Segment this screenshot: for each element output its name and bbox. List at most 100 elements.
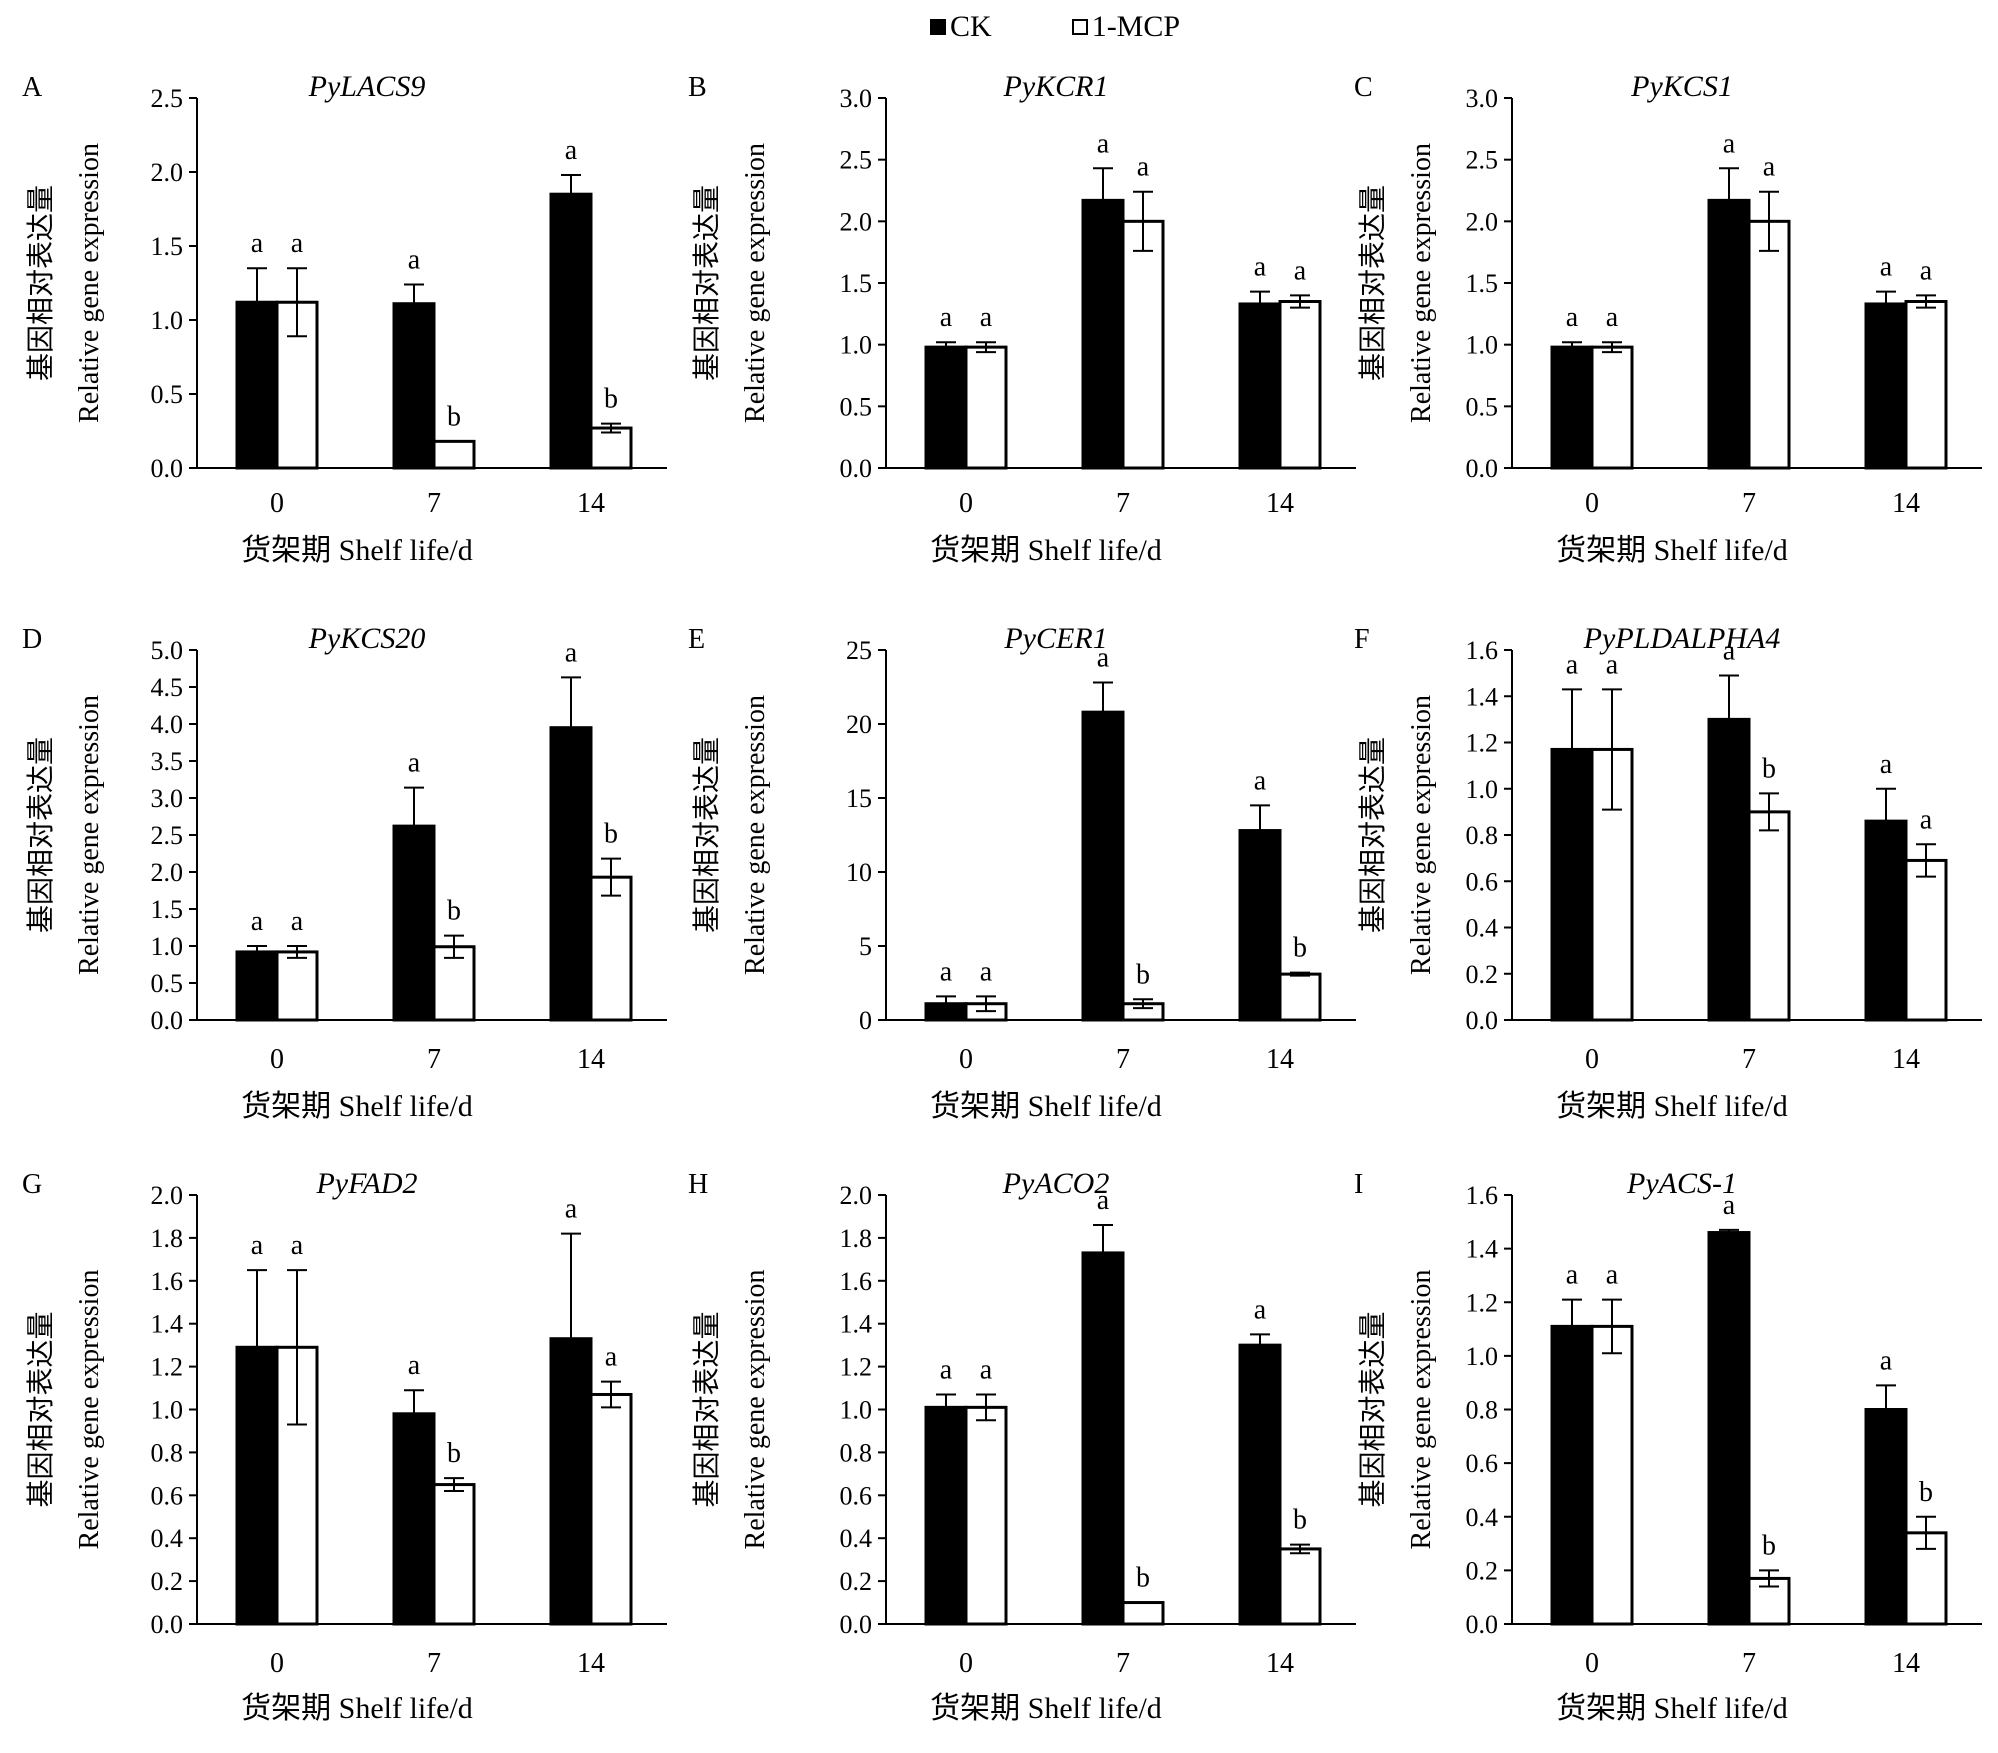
x-tick-label: 7 [427, 488, 441, 519]
bar-1mcp-7 [1747, 810, 1791, 1022]
x-axis-label: 货架期 Shelf life/d [241, 1090, 473, 1123]
y-tick-label: 25 [846, 636, 872, 665]
significance-letter: a [1723, 635, 1736, 666]
y-tick-label: 0.8 [840, 1438, 873, 1467]
y-tick-label: 4.5 [151, 673, 184, 702]
panel-a: A 0.0 0.5 1.0 1.5 2.0 2.5 基因相对表达量 Relative gene … [22, 70, 667, 567]
panel-letter: D [22, 624, 42, 655]
y-tick-label: 0 [859, 1006, 872, 1035]
y-tick-label: 1.0 [151, 932, 184, 961]
y-tick-label: 0.6 [840, 1481, 873, 1510]
y-tick-label: 0.5 [151, 969, 184, 998]
y-tick-label: 0.4 [151, 1524, 184, 1553]
bar-ck-7 [1081, 198, 1125, 470]
bar-ck-7 [1081, 710, 1125, 1022]
y-tick-label: 3.0 [151, 784, 184, 813]
y-tick-label: 1.6 [1466, 1181, 1499, 1210]
y-tick-label: 0.2 [1466, 960, 1499, 989]
significance-letter: a [291, 228, 304, 259]
y-tick-label: 1.5 [151, 232, 184, 261]
x-axis-label: 货架期 Shelf life/d [1556, 1090, 1788, 1123]
x-tick-label: 0 [1585, 1044, 1599, 1075]
significance-letter: a [1097, 128, 1110, 159]
bar-1mcp-0 [275, 950, 319, 1022]
x-axis-label: 货架期 Shelf life/d [930, 1090, 1162, 1123]
y-tick-label: 1.8 [840, 1224, 873, 1253]
x-tick-label: 7 [1116, 1044, 1130, 1075]
y-axis-label-cn: 基因相对表达量 [25, 737, 57, 933]
significance-letter: b [447, 896, 461, 927]
significance-letter: a [291, 906, 304, 937]
significance-letter: a [1566, 1260, 1579, 1291]
y-axis-label-en: Relative gene expression [740, 1270, 771, 1550]
y-tick-label: 1.2 [1466, 729, 1499, 758]
y-axis-label-en: Relative gene expression [74, 695, 105, 975]
x-tick-label: 0 [959, 1044, 973, 1075]
panel-h: H 0.0 0.2 0.4 0.6 0.8 1.0 1.2 1.4 1.6 1.8 2.0 基因相对表达… [688, 1167, 1356, 1725]
x-tick-label: 14 [1892, 488, 1920, 519]
panel-d: D 0.0 0.5 1.0 1.5 2.0 2.5 3.0 3.5 4.0 4.5 5.0 基因相对表达… [22, 622, 667, 1123]
y-tick-label: 2.0 [151, 1181, 184, 1210]
y-tick-label: 2.5 [151, 821, 184, 850]
y-tick-label: 0.0 [1466, 1610, 1499, 1639]
x-axis-label: 货架期 Shelf life/d [1556, 534, 1788, 567]
significance-letter: a [605, 1342, 618, 1373]
y-tick-label: 1.2 [151, 1353, 184, 1382]
y-tick-label: 0.6 [151, 1481, 184, 1510]
significance-letter: a [1920, 255, 1933, 286]
significance-letter: a [1723, 1190, 1736, 1221]
x-tick-label: 14 [1266, 1044, 1294, 1075]
x-tick-label: 14 [1266, 1648, 1294, 1679]
y-tick-label: 1.4 [840, 1310, 873, 1339]
bar-ck-0 [924, 345, 968, 470]
y-tick-label: 1.6 [840, 1267, 873, 1296]
x-tick-label: 7 [1742, 1044, 1756, 1075]
x-tick-label: 0 [1585, 1648, 1599, 1679]
significance-letter: a [1254, 1294, 1267, 1325]
y-tick-label: 2.5 [1466, 146, 1499, 175]
chart-title: PyKCS1 [1630, 70, 1733, 103]
y-tick-label: 1.5 [1466, 269, 1499, 298]
significance-letter: b [1136, 1563, 1150, 1594]
panel-e: E 0 5 10 15 20 25 基因相对表达量 Relative gene expressi… [688, 622, 1356, 1123]
significance-letter: a [980, 1354, 993, 1385]
significance-letter: a [1920, 804, 1933, 835]
significance-letter: a [565, 637, 578, 668]
bar-ck-14 [549, 726, 593, 1022]
bar-ck-0 [1550, 747, 1594, 1022]
bar-1mcp-14 [589, 875, 633, 1022]
y-axis-label-cn: 基因相对表达量 [1357, 737, 1389, 933]
y-tick-label: 1.5 [840, 269, 873, 298]
x-tick-label: 14 [577, 1648, 605, 1679]
chart-title: PyLACS9 [308, 70, 426, 103]
chart-title: PyPLDALPHA4 [1583, 622, 1781, 655]
significance-letter: a [408, 1350, 421, 1381]
significance-letter: a [408, 748, 421, 779]
y-tick-label: 2.5 [151, 84, 184, 113]
significance-letter: a [1880, 1345, 1893, 1376]
bar-ck-14 [1864, 819, 1908, 1022]
y-tick-label: 0.2 [151, 1567, 184, 1596]
significance-letter: a [1097, 643, 1110, 674]
significance-letter: a [980, 956, 993, 987]
significance-letter: a [1097, 1185, 1110, 1216]
y-tick-label: 1.2 [840, 1353, 873, 1382]
y-tick-label: 0.4 [1466, 1503, 1499, 1532]
bar-1mcp-7 [1747, 219, 1791, 470]
y-axis-label-cn: 基因相对表达量 [691, 185, 723, 381]
significance-letter: b [447, 1438, 461, 1469]
bar-1mcp-0 [1590, 1324, 1634, 1626]
legend: CK 1-MCP [0, 8, 1998, 48]
bar-ck-7 [1707, 717, 1751, 1022]
bar-ck-14 [1238, 829, 1282, 1022]
significance-letter: a [408, 244, 421, 275]
x-tick-label: 14 [1266, 488, 1294, 519]
chart-title: PyKCS20 [308, 622, 426, 655]
y-tick-label: 1.0 [1466, 331, 1499, 360]
significance-letter: a [1606, 1260, 1619, 1291]
significance-letter: b [447, 401, 461, 432]
y-tick-label: 0.4 [1466, 914, 1499, 943]
significance-letter: a [1763, 152, 1776, 183]
y-axis-label-cn: 基因相对表达量 [25, 185, 57, 381]
